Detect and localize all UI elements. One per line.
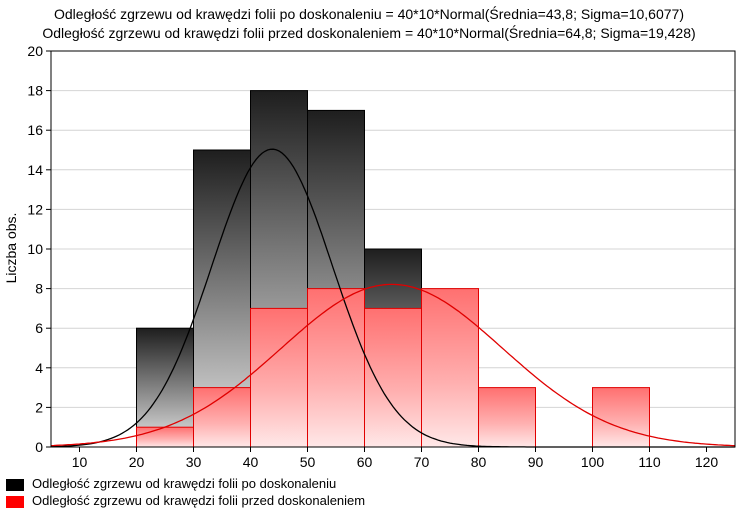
x-tick-label: 70	[414, 454, 430, 470]
y-tick-label: 0	[35, 439, 43, 455]
y-tick-label: 14	[27, 162, 43, 178]
bar-before	[421, 288, 479, 448]
bar-before	[136, 426, 194, 448]
bar-before	[478, 387, 536, 448]
bar-before	[250, 307, 308, 448]
y-axis-label: Liczba obs.	[3, 213, 19, 284]
x-tick-label: 30	[186, 454, 202, 470]
legend-label-before: Odległość zgrzewu od krawędzi folii prze…	[32, 493, 366, 508]
legend-swatch-black	[6, 478, 24, 491]
y-tick-label: 16	[27, 122, 43, 138]
chart-title-line-1: Odległość zgrzewu od krawędzi folii po d…	[54, 6, 684, 22]
legend-item-after: Odległość zgrzewu od krawędzi folii po d…	[6, 476, 336, 491]
x-tick-label: 10	[72, 454, 88, 470]
x-tick-label: 60	[357, 454, 373, 470]
y-tick-label: 8	[35, 281, 43, 297]
y-tick-label: 6	[35, 320, 43, 336]
x-tick-label: 40	[243, 454, 259, 470]
x-tick-label: 100	[581, 454, 605, 470]
x-tick-label: 110	[638, 454, 661, 470]
x-tick-label: 120	[695, 454, 719, 470]
chart-title-line-2: Odległość zgrzewu od krawędzi folii prze…	[42, 25, 696, 41]
bar-before	[307, 288, 365, 448]
y-tick-label: 12	[27, 201, 43, 217]
fit-curve-before	[50, 283, 736, 447]
legend-label-after: Odległość zgrzewu od krawędzi folii po d…	[32, 476, 337, 491]
x-tick-label: 50	[300, 454, 316, 470]
x-tick-label: 80	[471, 454, 487, 470]
x-tick-label: 90	[528, 454, 544, 470]
y-tick-label: 20	[27, 43, 43, 59]
x-tick-label: 20	[129, 454, 145, 470]
bar-before	[592, 387, 650, 448]
bar-before	[364, 307, 422, 448]
y-tick-label: 18	[27, 83, 43, 99]
y-tick-label: 2	[35, 399, 43, 415]
plot-frame	[50, 50, 736, 448]
y-tick-label: 4	[35, 360, 43, 376]
legend-item-before: Odległość zgrzewu od krawędzi folii prze…	[6, 493, 365, 508]
legend-swatch-red	[6, 495, 24, 508]
y-tick-label: 10	[27, 241, 43, 257]
